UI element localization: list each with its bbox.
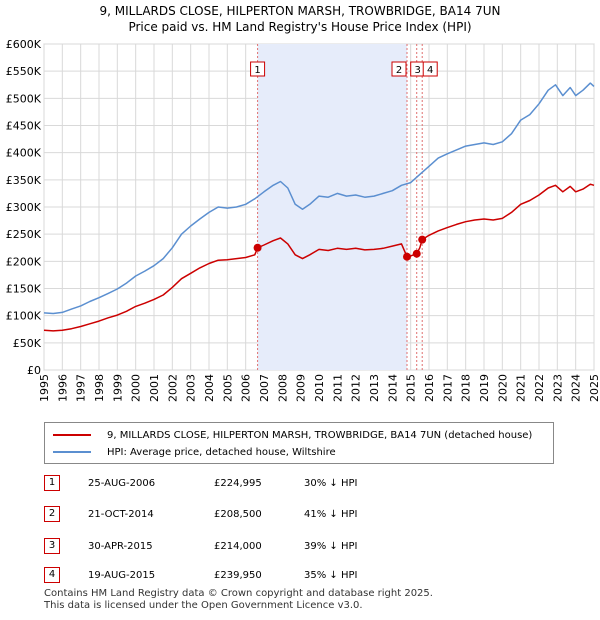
x-tick-label: 2003: [185, 374, 198, 402]
sales-points: [253, 235, 427, 261]
transaction-number: 2: [44, 506, 60, 522]
x-tick-label: 2005: [221, 374, 234, 402]
marker-number: 2: [396, 65, 402, 76]
sale-point: [253, 243, 262, 252]
transaction-price: £224,995: [214, 477, 262, 489]
x-tick-label: 2025: [588, 374, 600, 402]
x-tick-label: 2023: [551, 374, 564, 402]
x-tick-label: 2009: [295, 374, 308, 402]
legend-swatch-hpi: [53, 451, 91, 453]
transaction-hpi-diff: 41% ↓ HPI: [304, 508, 358, 520]
legend: 9, MILLARDS CLOSE, HILPERTON MARSH, TROW…: [44, 422, 554, 464]
x-tick-label: 2010: [313, 374, 326, 402]
y-tick-label: £200K: [6, 255, 42, 268]
y-tick-label: £300K: [6, 201, 42, 214]
y-tick-label: £550K: [6, 65, 42, 78]
x-tick-label: 1997: [75, 374, 88, 402]
marker-label: 2: [391, 61, 407, 77]
legend-item-hpi: HPI: Average price, detached house, Wilt…: [53, 445, 336, 459]
transaction-number: 3: [44, 538, 60, 554]
transaction-price: £239,950: [214, 569, 262, 581]
x-tick-label: 2000: [130, 374, 143, 402]
transaction-date: 25-AUG-2006: [88, 477, 156, 489]
legend-item-property: 9, MILLARDS CLOSE, HILPERTON MARSH, TROW…: [53, 428, 532, 442]
x-tick-label: 2008: [276, 374, 289, 402]
series-line-property: [43, 183, 595, 332]
transaction-price: £208,500: [214, 508, 262, 520]
x-tick-label: 1998: [93, 374, 106, 402]
transaction-hpi-diff: 39% ↓ HPI: [304, 540, 358, 552]
y-tick-label: £500K: [6, 92, 42, 105]
footer-line2: This data is licensed under the Open Gov…: [44, 600, 363, 611]
marker-number: 3: [415, 65, 421, 76]
marker-box: [391, 61, 407, 77]
legend-label-property: 9, MILLARDS CLOSE, HILPERTON MARSH, TROW…: [107, 429, 533, 441]
table-row: 2 21-OCT-2014 £208,500 41% ↓ HPI: [44, 505, 357, 523]
transaction-hpi-diff: 35% ↓ HPI: [304, 569, 358, 581]
marker-label: 1: [250, 61, 266, 77]
transaction-price: £214,000: [214, 540, 262, 552]
sale-point: [418, 235, 427, 244]
y-tick-label: £450K: [6, 120, 42, 133]
series-line-hpi: [43, 82, 595, 315]
table-row: 3 30-APR-2015 £214,000 39% ↓ HPI: [44, 537, 357, 555]
y-tick-label: £350K: [6, 174, 42, 187]
y-tick-label: £600K: [6, 38, 42, 51]
chart-title-line2: Price paid vs. HM Land Registry's House …: [128, 20, 472, 34]
y-tick-label: £100K: [6, 310, 42, 323]
x-tick-label: 2017: [441, 374, 454, 402]
transaction-hpi-diff: 30% ↓ HPI: [304, 477, 358, 489]
series-layer: [43, 82, 595, 332]
x-tick-label: 2001: [148, 374, 161, 402]
sale-point: [403, 252, 411, 261]
marker-box: [422, 61, 438, 77]
x-tick-label: 2020: [496, 374, 509, 402]
x-tick-label: 1995: [38, 374, 51, 402]
transaction-date: 30-APR-2015: [88, 540, 153, 552]
x-tick-label: 2015: [405, 374, 418, 402]
axis-layer: £0 £50K £100K £150K £200K £250K £300K £350K £400…: [6, 38, 600, 402]
y-tick-label: £150K: [6, 283, 42, 296]
footer: Contains HM Land Registry data © Crown c…: [44, 588, 433, 612]
footer-line1: Contains HM Land Registry data © Crown c…: [44, 588, 433, 599]
x-tick-label: 1999: [111, 374, 124, 402]
transaction-number: 4: [44, 567, 60, 583]
x-tick-label: 2013: [368, 374, 381, 402]
marker-number: 1: [254, 65, 260, 76]
legend-label-hpi: HPI: Average price, detached house, Wilt…: [107, 446, 336, 458]
sale-point: [412, 249, 421, 258]
table-row: 4 19-AUG-2015 £239,950 35% ↓ HPI: [44, 566, 357, 584]
y-tick-label: £50K: [13, 337, 42, 350]
x-tick-label: 2012: [350, 374, 363, 402]
x-tick-label: 2007: [258, 374, 271, 402]
x-tick-label: 2002: [166, 374, 179, 402]
marker-label: 3: [410, 61, 426, 77]
x-tick-label: 2018: [460, 374, 473, 402]
legend-swatch-property: [53, 434, 91, 436]
transaction-date: 19-AUG-2015: [88, 569, 156, 581]
y-tick-label: £250K: [6, 228, 42, 241]
transaction-number: 1: [44, 475, 60, 491]
x-tick-label: 1996: [56, 374, 69, 402]
x-tick-label: 2011: [331, 374, 344, 402]
x-tick-label: 2022: [533, 374, 546, 402]
x-tick-label: 2021: [515, 374, 528, 402]
transaction-date: 21-OCT-2014: [88, 508, 154, 520]
table-row: 1 25-AUG-2006 £224,995 30% ↓ HPI: [44, 474, 357, 492]
y-tick-label: £0: [27, 364, 41, 377]
y-tick-label: £400K: [6, 147, 42, 160]
x-tick-label: 2024: [570, 374, 583, 402]
marker-label: 4: [422, 61, 438, 77]
x-tick-label: 2006: [240, 374, 253, 402]
marker-number: 4: [427, 65, 433, 76]
x-tick-label: 2014: [386, 374, 399, 402]
marker-box: [250, 61, 266, 77]
shaded-ownership-region: [257, 44, 407, 370]
x-tick-label: 2019: [478, 374, 491, 402]
chart-title-line1: 9, MILLARDS CLOSE, HILPERTON MARSH, TROW…: [99, 4, 501, 18]
x-tick-label: 2016: [423, 374, 436, 402]
x-tick-label: 2004: [203, 374, 216, 402]
